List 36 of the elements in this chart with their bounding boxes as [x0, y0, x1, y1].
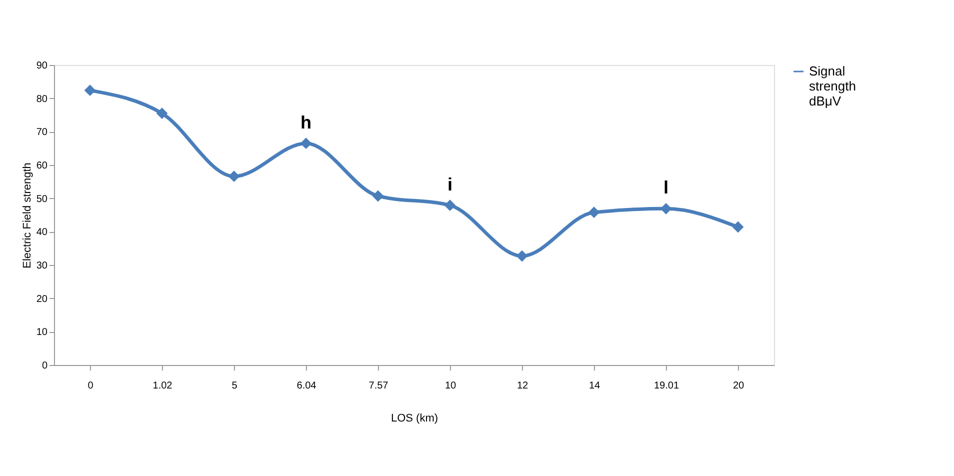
y-tick-label: 0	[42, 360, 48, 372]
y-tick-label: 80	[36, 94, 48, 105]
x-axis-title: LOS (km)	[390, 412, 438, 424]
point	[588, 206, 600, 218]
point	[228, 170, 240, 182]
y-tick-label: 60	[36, 160, 48, 172]
y-tick-label: 20	[36, 294, 48, 305]
point	[516, 250, 528, 262]
y-tick-label: 30	[36, 260, 48, 272]
annotation: l	[663, 178, 669, 198]
point	[156, 108, 168, 120]
x-tick-label: 20	[732, 380, 744, 392]
x-tick-label: 7.57	[368, 380, 389, 392]
point	[660, 202, 672, 214]
x-tick-label: 19.01	[654, 380, 680, 392]
x-tick-label: 14	[588, 380, 600, 392]
point	[444, 200, 456, 212]
point	[732, 221, 744, 233]
y-tick-label: 90	[36, 60, 48, 72]
point	[372, 190, 384, 202]
x-tick-label: 10	[444, 380, 456, 392]
x-tick-label: 0	[88, 380, 94, 392]
y-tick-label: 50	[36, 194, 48, 205]
x-tick-label: 1.02	[152, 380, 173, 392]
legend-label: Signal strength dBμV	[809, 64, 856, 108]
annotation: h	[300, 112, 312, 132]
point	[84, 84, 96, 96]
x-tick-label: 6.04	[296, 380, 317, 392]
y-tick-label: 40	[36, 227, 48, 238]
y-tick-label: 10	[36, 327, 48, 338]
y-axis-title: Electric Field strength	[21, 162, 34, 268]
point	[300, 138, 312, 150]
x-tick-label: 12	[516, 380, 528, 392]
annotation: i	[447, 174, 453, 194]
x-tick-label: 5	[232, 380, 238, 392]
y-tick-label: 70	[36, 127, 48, 138]
